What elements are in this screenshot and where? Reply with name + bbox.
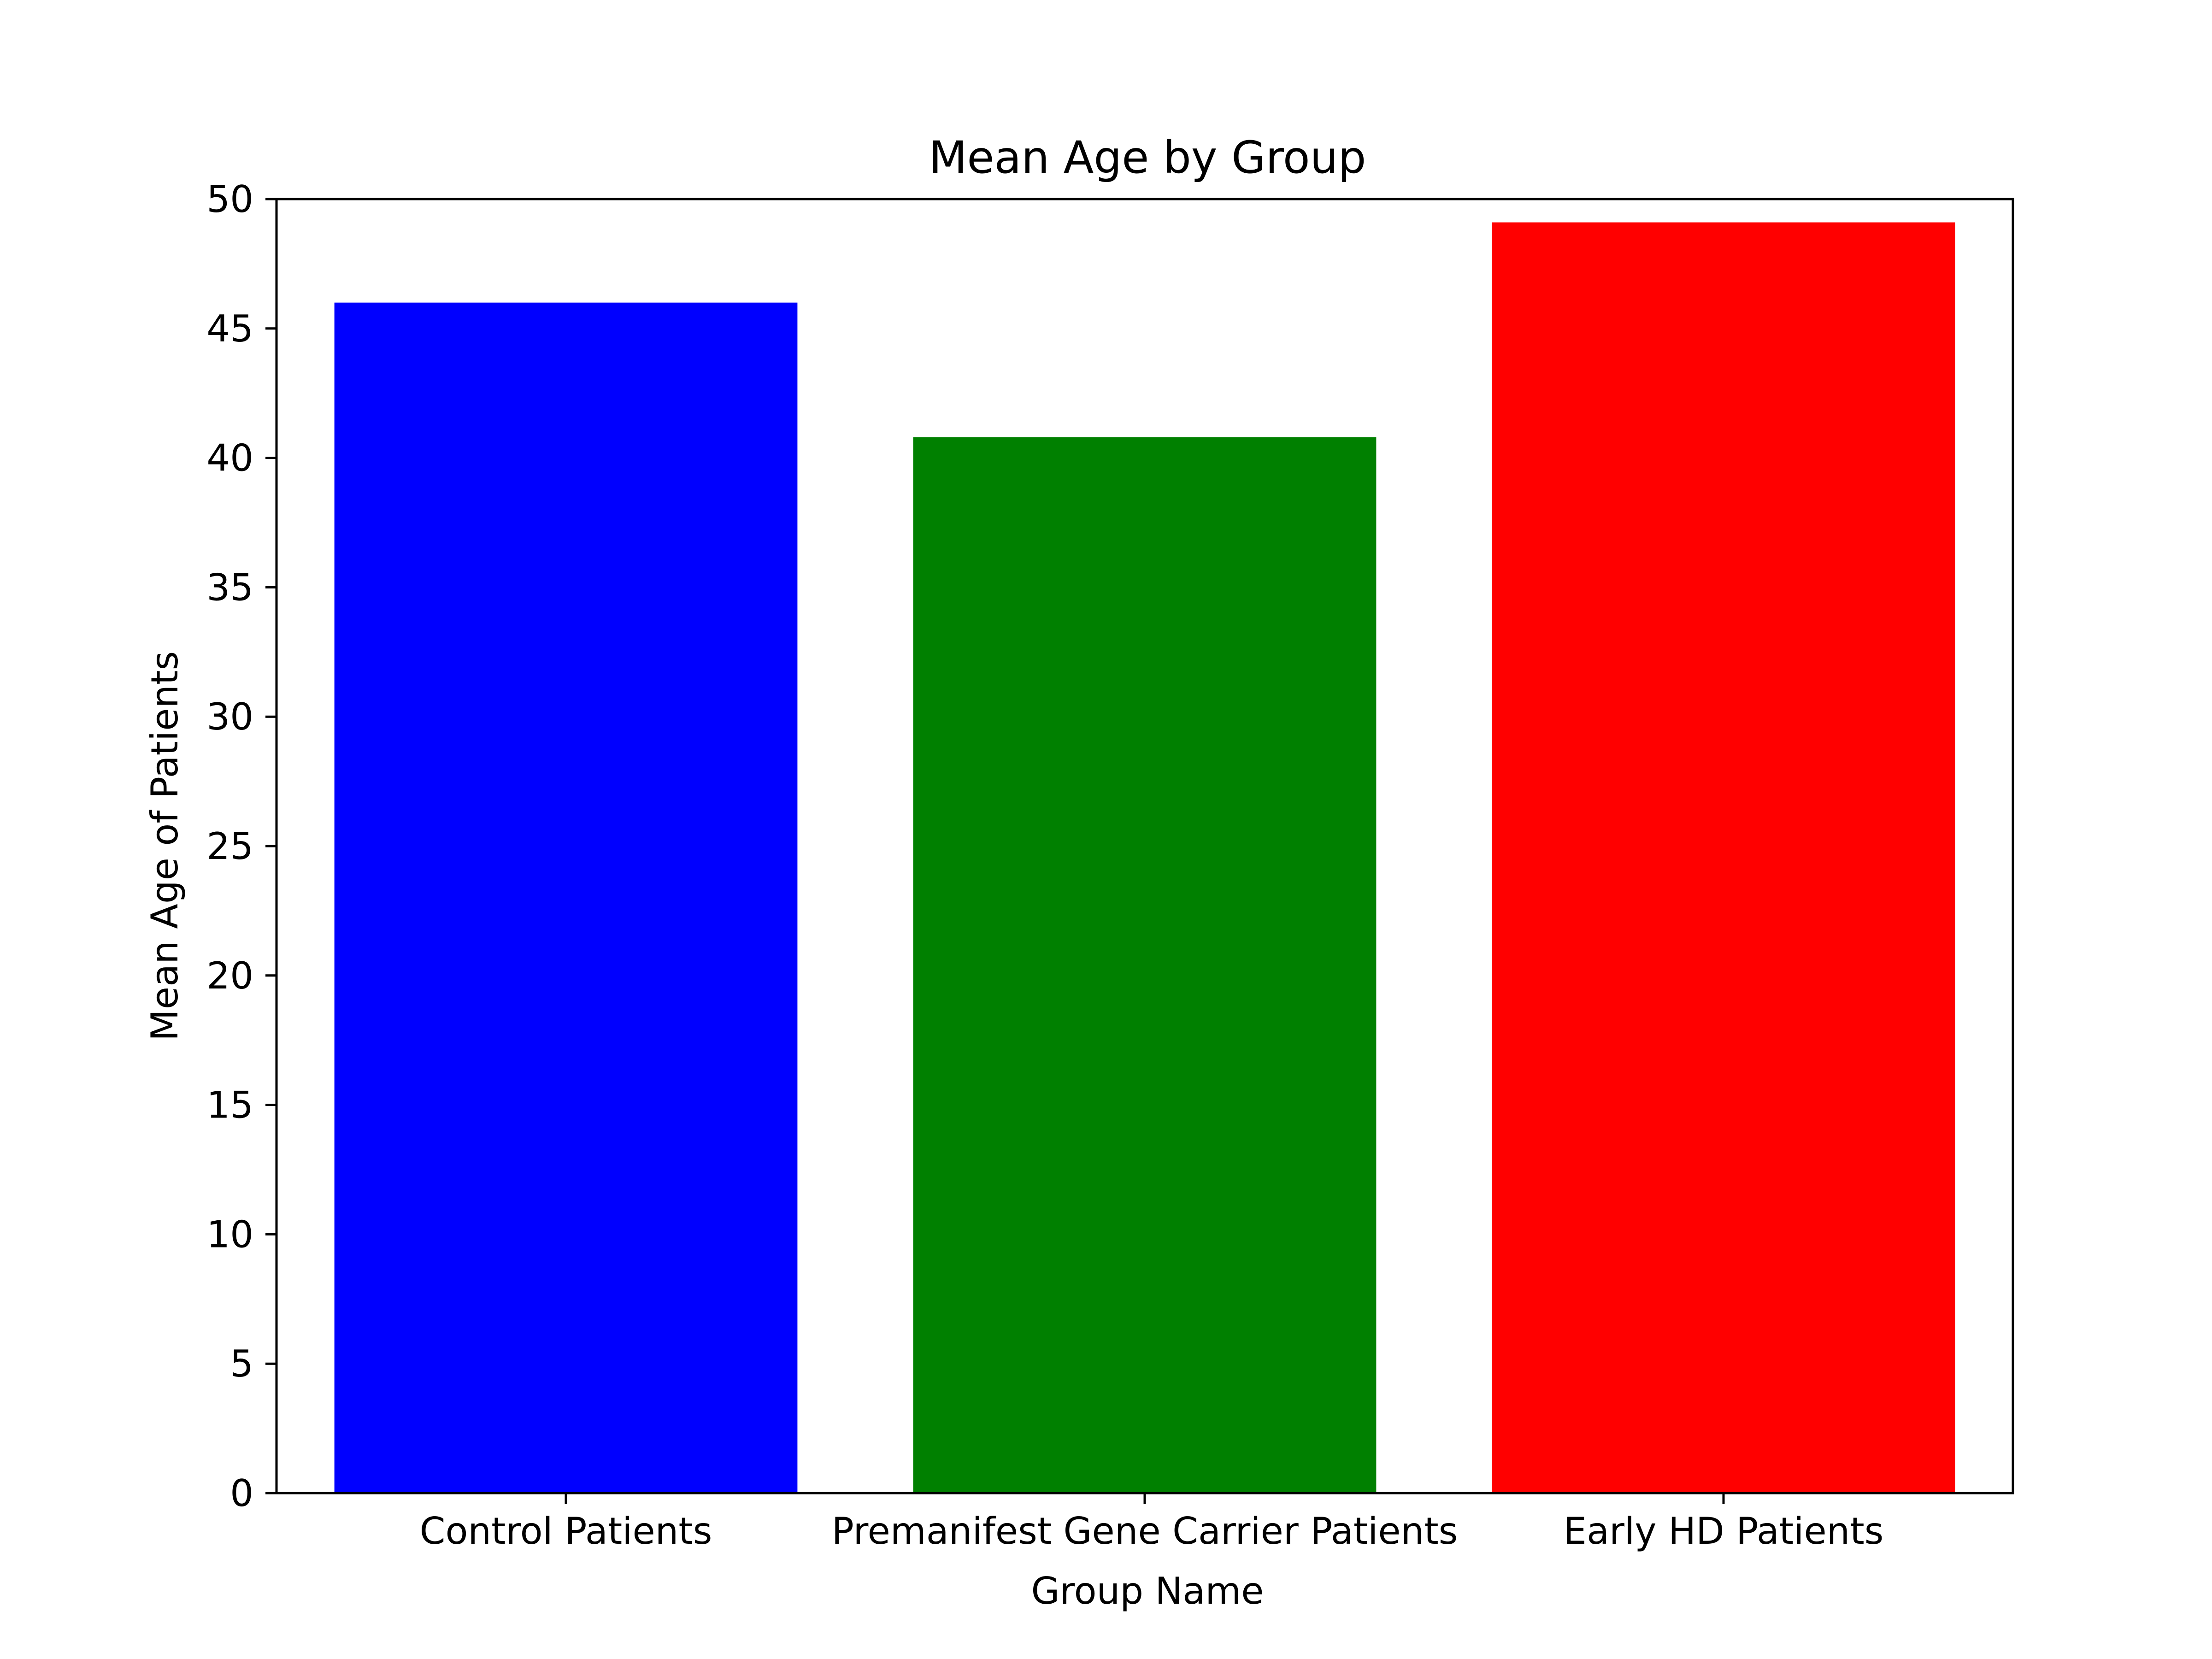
y-tick-label-7: 35 [206,566,253,609]
chart-title: Mean Age by Group [929,132,1366,183]
y-tick-label-9: 45 [206,307,253,350]
x-axis-label: Group Name [1031,1570,1264,1612]
bars-group [334,222,1955,1494]
x-axis-ticks: Control Patients Premanifest Gene Carrier… [420,1493,1884,1553]
x-tick-label-2: Early HD Patients [1564,1510,1884,1553]
y-axis-label: Mean Age of Patients [143,651,186,1041]
bar-2 [1492,222,1955,1494]
y-tick-label-2: 10 [206,1213,253,1256]
y-tick-label-0: 0 [230,1472,253,1515]
y-tick-label-6: 30 [206,695,253,738]
x-tick-label-1: Premanifest Gene Carrier Patients [832,1510,1458,1553]
bar-0 [334,302,798,1493]
bar-1 [913,437,1377,1494]
y-tick-label-1: 5 [230,1342,253,1385]
y-tick-label-3: 15 [206,1084,253,1127]
y-axis-ticks: 0 5 10 15 20 25 30 35 40 45 50 [206,178,276,1515]
y-tick-label-10: 50 [206,178,253,221]
y-tick-label-4: 20 [206,954,253,997]
x-tick-label-0: Control Patients [420,1510,712,1553]
y-tick-label-5: 25 [206,825,253,868]
y-tick-label-8: 40 [206,437,253,480]
